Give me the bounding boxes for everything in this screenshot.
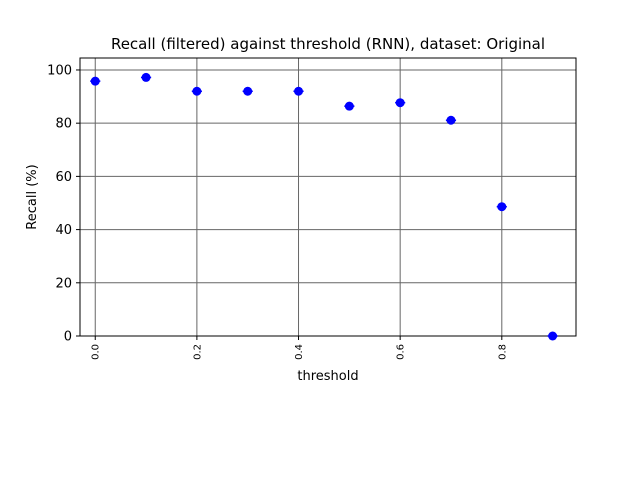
- x-tick-label: 0.8: [497, 344, 508, 360]
- data-point: [141, 72, 151, 82]
- y-tick-label: 80: [55, 117, 72, 132]
- data-point: [344, 101, 354, 111]
- data-point: [446, 115, 456, 125]
- data-point: [497, 202, 507, 212]
- x-tick-label: 0.0: [91, 344, 102, 360]
- x-tick-label: 0.6: [396, 344, 407, 360]
- x-axis-label: threshold: [297, 369, 358, 384]
- plot-frame: [79, 57, 577, 337]
- y-tick-label: 20: [55, 276, 72, 291]
- data-point: [90, 76, 100, 86]
- y-tick-label: 60: [55, 170, 72, 185]
- x-tick-label: 0.2: [192, 344, 203, 360]
- data-point: [243, 86, 253, 96]
- data-series: [90, 72, 558, 341]
- data-point: [395, 98, 405, 108]
- x-tick-label: 0.4: [294, 344, 305, 360]
- data-point: [548, 331, 558, 341]
- y-tick-label: 100: [47, 63, 72, 78]
- x-axis: 0.0 0.2 0.4 0.6 0.8: [91, 336, 508, 360]
- y-axis: 0 20 40 60 80 100: [47, 63, 80, 345]
- y-axis-label: Recall (%): [25, 164, 40, 229]
- data-point: [192, 86, 202, 96]
- chart-title: Recall (filtered) against threshold (RNN…: [111, 35, 545, 53]
- y-tick-label: 40: [55, 223, 72, 238]
- y-tick-label: 0: [64, 330, 72, 345]
- grid-lines: [80, 58, 576, 337]
- data-point: [294, 86, 304, 96]
